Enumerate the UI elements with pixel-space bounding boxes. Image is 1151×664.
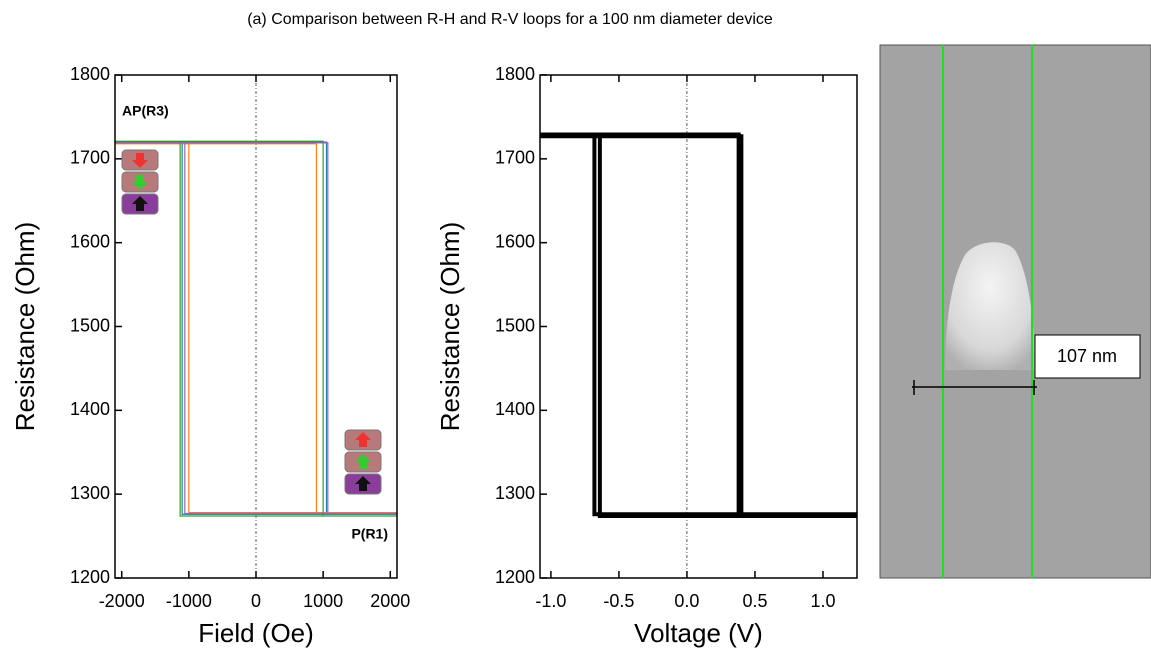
figure-title: (a) Comparison between R-H and R-V loops… bbox=[247, 11, 773, 28]
arrow bbox=[355, 432, 371, 447]
data-line bbox=[540, 132, 857, 518]
y-tick-label: 1300 bbox=[495, 483, 535, 503]
data-line bbox=[115, 142, 397, 515]
scale-label: 107 nm bbox=[1057, 346, 1117, 366]
y-tick-label: 1600 bbox=[70, 231, 110, 251]
plot-frame bbox=[114, 74, 398, 579]
y-axis-label: Resistance (Ohm) bbox=[10, 222, 40, 432]
y-tick-label: 1700 bbox=[70, 148, 110, 168]
sem-image: 107 nm bbox=[879, 44, 1151, 579]
y-tick-label: 1500 bbox=[495, 315, 535, 335]
x-tick-label: 2000 bbox=[370, 591, 410, 611]
plot-frame bbox=[539, 74, 858, 579]
y-tick-label: 1200 bbox=[70, 567, 110, 587]
y-tick-label: 1500 bbox=[70, 315, 110, 335]
stack-icon bbox=[344, 429, 382, 495]
stack-icon bbox=[121, 149, 159, 215]
y-tick-label: 1800 bbox=[495, 64, 535, 84]
arrow bbox=[132, 196, 148, 211]
data-line bbox=[115, 143, 397, 514]
data-line bbox=[540, 134, 857, 517]
arrow bbox=[355, 454, 371, 469]
x-tick-label: 0.0 bbox=[674, 591, 699, 611]
y-tick-label: 1400 bbox=[70, 399, 110, 419]
x-tick-label: 1000 bbox=[303, 591, 343, 611]
y-tick-label: 1700 bbox=[495, 148, 535, 168]
x-axis-label: Field (Oe) bbox=[198, 618, 314, 648]
x-tick-label: -2000 bbox=[99, 591, 145, 611]
x-tick-label: 0 bbox=[251, 591, 261, 611]
y-tick-label: 1800 bbox=[70, 64, 110, 84]
arrow bbox=[132, 153, 148, 168]
arrow bbox=[355, 476, 371, 491]
annotation: AP(R3) bbox=[122, 103, 169, 119]
x-tick-label: 0.5 bbox=[742, 591, 767, 611]
data-line bbox=[115, 140, 397, 517]
annotation: P(R1) bbox=[351, 526, 388, 542]
y-tick-label: 1600 bbox=[495, 231, 535, 251]
x-tick-label: -1000 bbox=[166, 591, 212, 611]
y-tick-label: 1300 bbox=[70, 483, 110, 503]
x-tick-label: -0.5 bbox=[603, 591, 634, 611]
x-tick-label: -1.0 bbox=[535, 591, 566, 611]
arrow bbox=[132, 175, 148, 190]
x-tick-label: 1.0 bbox=[810, 591, 835, 611]
x-axis-label: Voltage (V) bbox=[634, 618, 763, 648]
y-tick-label: 1400 bbox=[495, 399, 535, 419]
y-axis-label: Resistance (Ohm) bbox=[435, 222, 465, 432]
y-tick-label: 1200 bbox=[495, 567, 535, 587]
data-line bbox=[115, 141, 397, 515]
